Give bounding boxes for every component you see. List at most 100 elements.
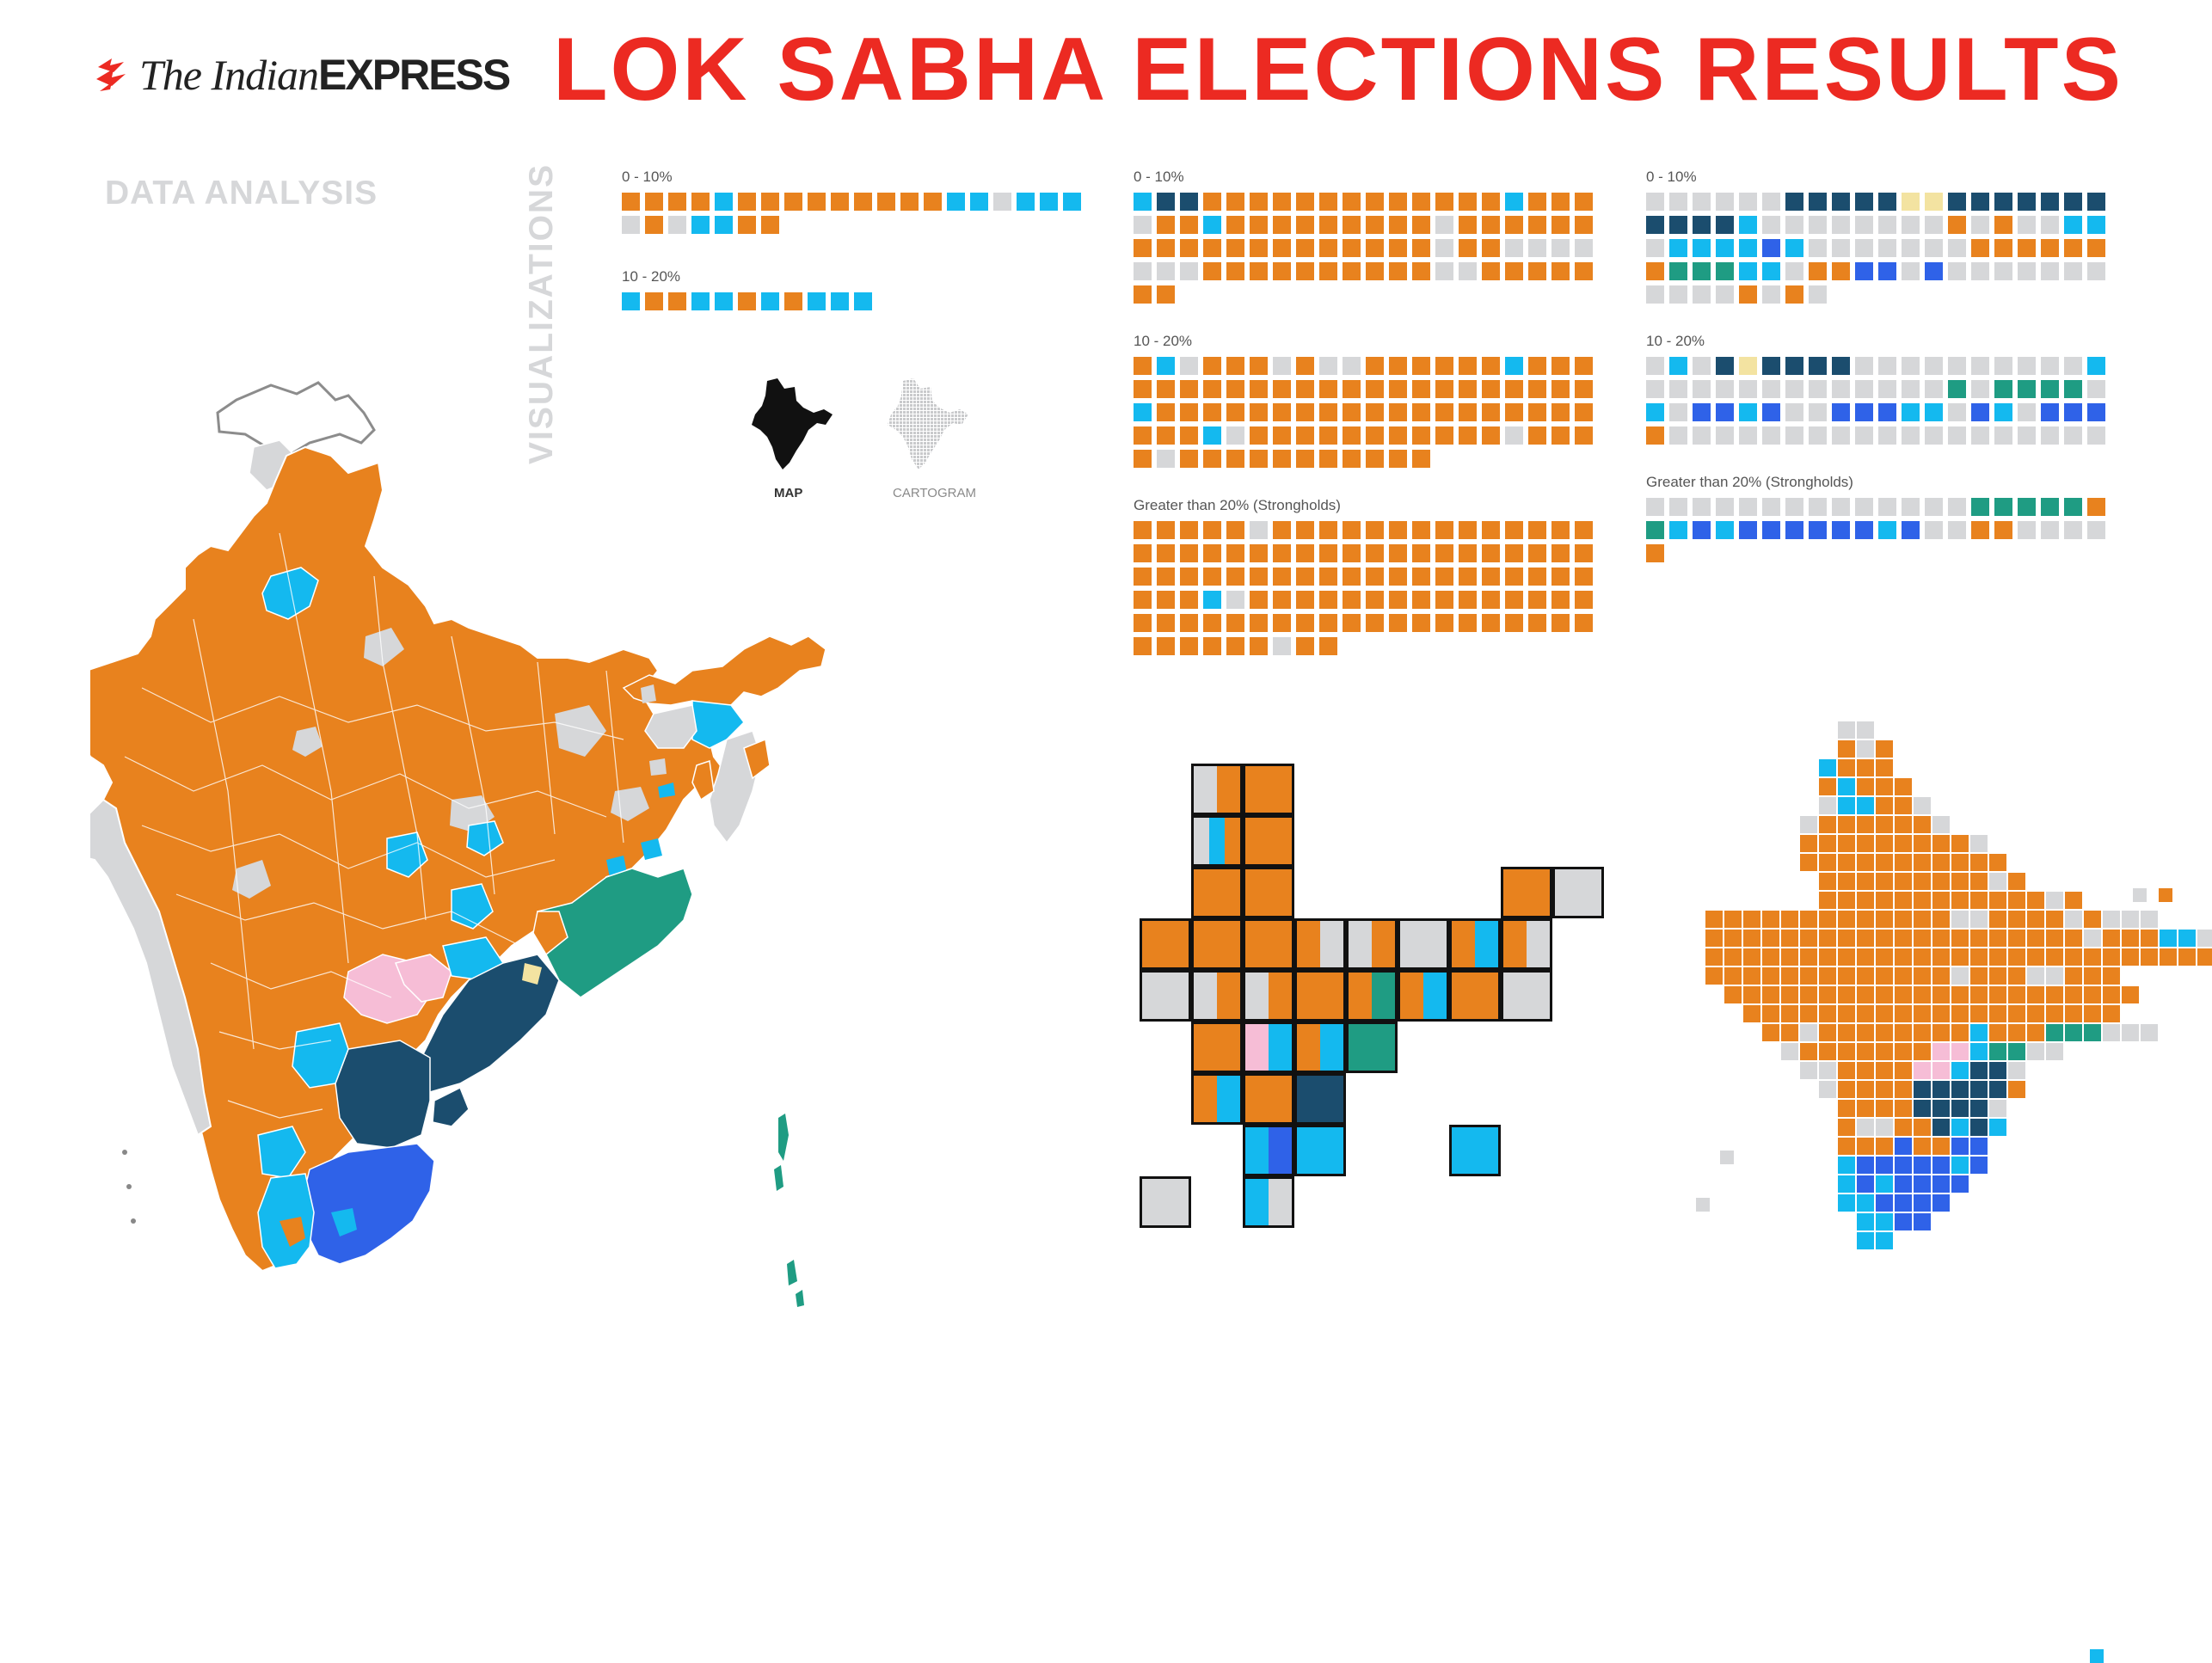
constituency-tile[interactable] — [1799, 910, 1818, 929]
constituency-tile[interactable] — [1837, 1004, 1856, 1023]
state-block[interactable] — [1398, 918, 1449, 970]
seat-square[interactable] — [1785, 426, 1803, 445]
seat-square[interactable] — [1528, 614, 1546, 632]
seat-square[interactable] — [1528, 544, 1546, 562]
constituency-tile[interactable] — [1837, 1118, 1856, 1137]
seat-square[interactable] — [1505, 262, 1523, 280]
seat-square[interactable] — [1809, 498, 1827, 516]
constituency-tile[interactable] — [1875, 910, 1894, 929]
state-block[interactable] — [1243, 1073, 1294, 1125]
constituency-tile[interactable] — [2026, 910, 2045, 929]
seat-square[interactable] — [1203, 521, 1221, 539]
constituency-tile[interactable] — [2064, 948, 2083, 967]
state-block[interactable] — [1243, 815, 1294, 867]
seat-square[interactable] — [1551, 357, 1570, 375]
seat-square[interactable] — [1157, 216, 1175, 234]
seat-square[interactable] — [1482, 262, 1500, 280]
seat-square[interactable] — [1482, 403, 1500, 421]
state-block[interactable] — [1398, 970, 1449, 1022]
seat-square[interactable] — [1762, 285, 1780, 304]
seat-square[interactable] — [1319, 568, 1337, 586]
seat-square[interactable] — [1203, 637, 1221, 655]
constituency-tile[interactable] — [1988, 1080, 2007, 1099]
seat-square[interactable] — [1646, 193, 1664, 211]
state-block[interactable] — [1243, 867, 1294, 918]
constituency-tile[interactable] — [1875, 1023, 1894, 1042]
seat-square[interactable] — [2041, 521, 2059, 539]
seat-square[interactable] — [1925, 239, 1943, 257]
constituency-tile[interactable] — [2121, 948, 2140, 967]
state-block[interactable] — [1243, 1125, 1294, 1176]
seat-square[interactable] — [2064, 403, 2082, 421]
seat-square[interactable] — [1971, 521, 1989, 539]
seat-square[interactable] — [1435, 357, 1453, 375]
seat-square[interactable] — [1319, 591, 1337, 609]
seat-square[interactable] — [2041, 403, 2059, 421]
seat-square[interactable] — [2087, 521, 2105, 539]
constituency-tile[interactable] — [1799, 1042, 1818, 1061]
seat-square[interactable] — [1505, 544, 1523, 562]
constituency-tile[interactable] — [1875, 1118, 1894, 1137]
constituency-tile[interactable] — [2026, 948, 2045, 967]
seat-square[interactable] — [1134, 568, 1152, 586]
seat-square[interactable] — [2064, 498, 2082, 516]
constituency-tile[interactable] — [2121, 929, 2140, 948]
seat-square[interactable] — [1948, 262, 1966, 280]
seat-square[interactable] — [1134, 357, 1152, 375]
seat-square[interactable] — [1412, 216, 1430, 234]
seat-square[interactable] — [2018, 498, 2036, 516]
seat-square[interactable] — [1412, 403, 1430, 421]
seat-square[interactable] — [1203, 568, 1221, 586]
constituency-tile[interactable] — [1875, 1156, 1894, 1175]
seat-square[interactable] — [1809, 357, 1827, 375]
seat-square[interactable] — [1925, 380, 1943, 398]
constituency-tile[interactable] — [1913, 967, 1932, 985]
constituency-tile[interactable] — [1988, 853, 2007, 872]
seat-square[interactable] — [1203, 403, 1221, 421]
seat-square[interactable] — [1669, 262, 1687, 280]
constituency-tile[interactable] — [1932, 967, 1951, 985]
constituency-tile[interactable] — [1724, 929, 1742, 948]
constituency-tile[interactable] — [2064, 910, 2083, 929]
constituency-tile[interactable] — [1837, 853, 1856, 872]
state-block[interactable] — [1243, 970, 1294, 1022]
constituency-tile[interactable] — [1988, 872, 2007, 891]
constituency-tile[interactable] — [2102, 1004, 2121, 1023]
seat-square[interactable] — [2018, 357, 2036, 375]
seat-square[interactable] — [2087, 239, 2105, 257]
seat-square[interactable] — [1716, 521, 1734, 539]
constituency-tile[interactable] — [1818, 929, 1837, 948]
state-block[interactable] — [1243, 1022, 1294, 1073]
seat-square[interactable] — [1389, 239, 1407, 257]
constituency-tile[interactable] — [1875, 739, 1894, 758]
seat-square[interactable] — [1528, 521, 1546, 539]
seat-square[interactable] — [2018, 403, 2036, 421]
seat-square[interactable] — [2064, 426, 2082, 445]
constituency-tile[interactable] — [1913, 1156, 1932, 1175]
seat-square[interactable] — [1762, 239, 1780, 257]
constituency-tile[interactable] — [1818, 1061, 1837, 1080]
seat-square[interactable] — [993, 193, 1011, 211]
seat-square[interactable] — [1157, 403, 1175, 421]
constituency-tile[interactable] — [1969, 1156, 1988, 1175]
constituency-tile[interactable] — [1913, 1118, 1932, 1137]
seat-square[interactable] — [1412, 450, 1430, 468]
seat-square[interactable] — [1273, 216, 1291, 234]
seat-square[interactable] — [1575, 216, 1593, 234]
seat-square[interactable] — [1902, 262, 1920, 280]
seat-square[interactable] — [1762, 498, 1780, 516]
seat-square[interactable] — [2064, 262, 2082, 280]
constituency-tile[interactable] — [2197, 948, 2212, 967]
constituency-tile[interactable] — [1856, 834, 1875, 853]
constituency-tile[interactable] — [1969, 1023, 1988, 1042]
seat-square[interactable] — [1902, 498, 1920, 516]
seat-square[interactable] — [1739, 380, 1757, 398]
state-block[interactable] — [1191, 918, 1243, 970]
constituency-tile[interactable] — [1913, 1194, 1932, 1212]
seat-square[interactable] — [1412, 426, 1430, 445]
seat-square[interactable] — [2018, 262, 2036, 280]
constituency-tile[interactable] — [2045, 948, 2064, 967]
constituency-tile[interactable] — [1875, 834, 1894, 853]
seat-square[interactable] — [1693, 193, 1711, 211]
seat-square[interactable] — [1809, 426, 1827, 445]
